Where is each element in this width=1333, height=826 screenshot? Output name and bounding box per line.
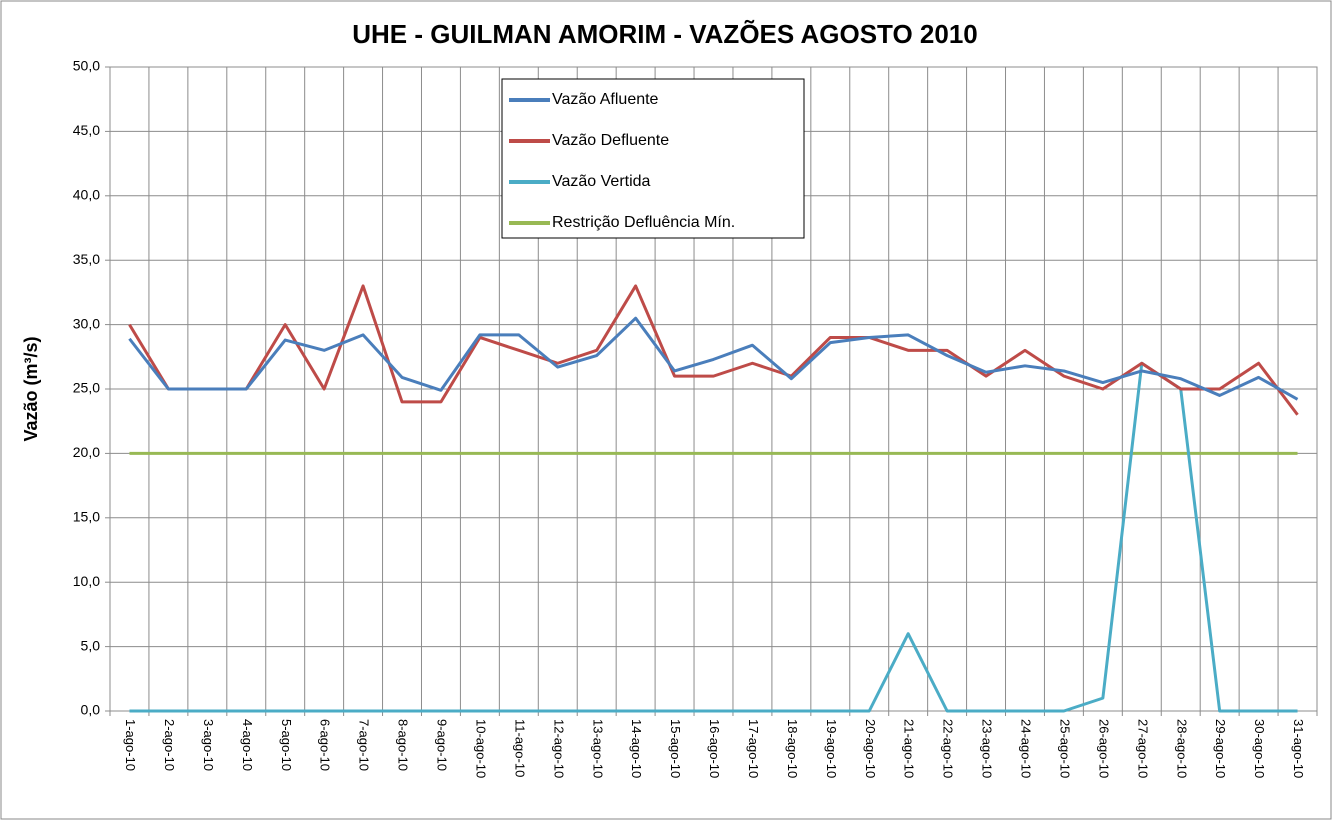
series-line bbox=[129, 361, 1298, 713]
x-tick-label: 6-ago-10 bbox=[318, 719, 333, 771]
x-tick-label: 19-ago-10 bbox=[824, 719, 839, 778]
x-tick-label: 12-ago-10 bbox=[551, 719, 566, 778]
x-tick-label: 15-ago-10 bbox=[668, 719, 683, 778]
y-tick-label: 5,0 bbox=[81, 637, 101, 653]
x-tick-label: 2-ago-10 bbox=[162, 719, 177, 771]
x-tick-label: 5-ago-10 bbox=[279, 719, 294, 771]
y-tick-label: 0,0 bbox=[81, 702, 101, 718]
y-tick-label: 15,0 bbox=[73, 509, 100, 525]
lines bbox=[128, 284, 1299, 713]
x-tick-label: 23-ago-10 bbox=[980, 719, 995, 778]
x-tick-label: 14-ago-10 bbox=[629, 719, 644, 778]
x-tick-label: 30-ago-10 bbox=[1252, 719, 1267, 778]
series-line bbox=[128, 316, 1299, 401]
x-tick-label: 24-ago-10 bbox=[1019, 719, 1034, 778]
y-tick-label: 40,0 bbox=[73, 187, 100, 203]
x-tick-label: 13-ago-10 bbox=[590, 719, 605, 778]
y-tick-label: 35,0 bbox=[73, 251, 100, 267]
x-tick-label: 10-ago-10 bbox=[473, 719, 488, 778]
chart-title: UHE - GUILMAN AMORIM - VAZÕES AGOSTO 201… bbox=[352, 19, 978, 49]
x-tick-label: 22-ago-10 bbox=[941, 719, 956, 778]
x-tick-label: 26-ago-10 bbox=[1096, 719, 1111, 778]
x-tick-label: 29-ago-10 bbox=[1213, 719, 1228, 778]
x-tick-label: 27-ago-10 bbox=[1135, 719, 1150, 778]
legend-box bbox=[501, 78, 805, 239]
y-tick-label: 45,0 bbox=[73, 122, 100, 138]
y-tick-label: 10,0 bbox=[73, 573, 100, 589]
legend-label: Vazão Defluente bbox=[552, 132, 669, 149]
x-tick-label: 11-ago-10 bbox=[512, 719, 527, 777]
legend: Vazão Afluente Vazão Defluente Vazão Verti… bbox=[501, 78, 805, 239]
x-tick-label: 1-ago-10 bbox=[123, 719, 138, 771]
x-tick-label: 4-ago-10 bbox=[240, 719, 255, 771]
x-tick-label: 28-ago-10 bbox=[1174, 719, 1189, 778]
x-tick-label: 25-ago-10 bbox=[1057, 719, 1072, 778]
x-tick-label: 3-ago-10 bbox=[201, 719, 216, 771]
x-tick-label: 16-ago-10 bbox=[707, 719, 722, 778]
x-tick-label: 31-ago-10 bbox=[1291, 719, 1306, 778]
y-tick-label: 50,0 bbox=[73, 58, 100, 74]
x-tick-label: 18-ago-10 bbox=[785, 719, 800, 778]
legend-label: Restrição Defluência Mín. bbox=[552, 214, 735, 231]
y-tick-label: 20,0 bbox=[73, 444, 100, 460]
y-tick-label: 30,0 bbox=[73, 315, 100, 331]
x-tick-label: 17-ago-10 bbox=[746, 719, 761, 778]
x-tick-label: 7-ago-10 bbox=[357, 719, 372, 771]
x-tick-label: 8-ago-10 bbox=[396, 719, 411, 771]
y-axis-label: Vazão (m³/s) bbox=[21, 336, 41, 441]
y-tick-label: 25,0 bbox=[73, 380, 100, 396]
legend-label: Vazão Vertida bbox=[552, 173, 651, 190]
legend-label: Vazão Afluente bbox=[552, 91, 659, 108]
series-line bbox=[128, 284, 1299, 416]
x-tick-label: 9-ago-10 bbox=[435, 719, 450, 771]
x-tick-label: 21-ago-10 bbox=[902, 719, 917, 778]
x-tick-label: 20-ago-10 bbox=[863, 719, 878, 778]
